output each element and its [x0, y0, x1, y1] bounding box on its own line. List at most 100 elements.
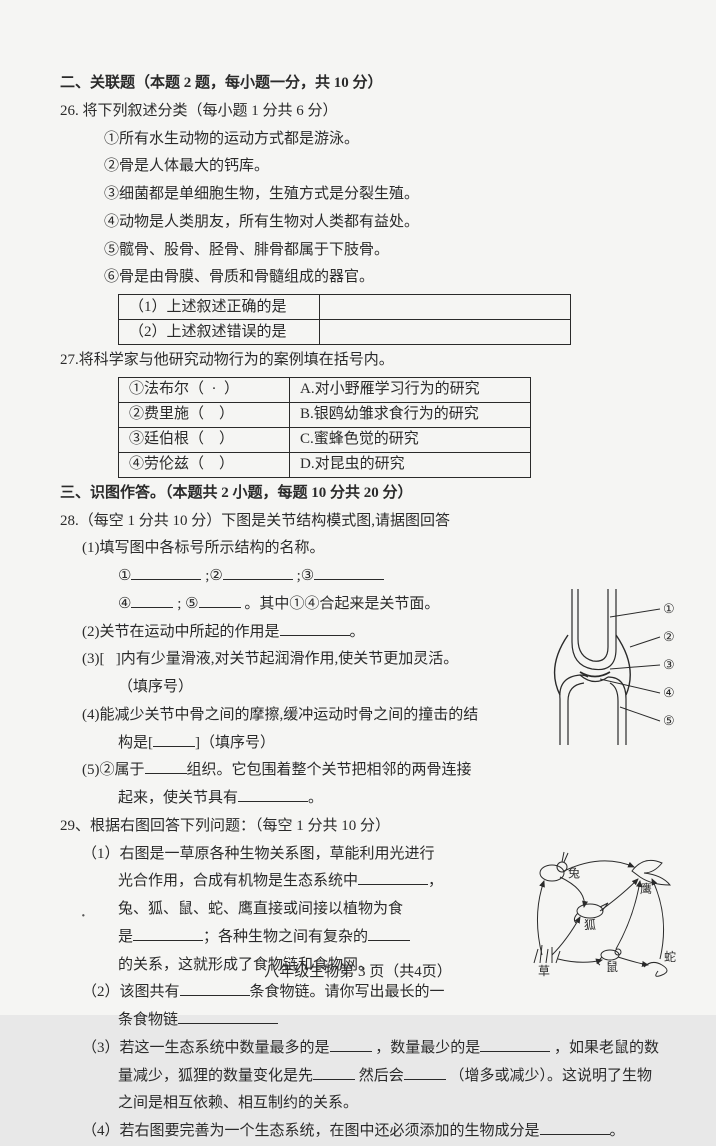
blank[interactable] — [131, 593, 173, 608]
text: ;② — [205, 568, 223, 584]
q28-p5b: 起来，使关节具有 。 — [60, 785, 524, 813]
text: 量减少，狐狸的数量变化是先 — [118, 1068, 313, 1084]
eco-label-fox: 狐 — [584, 918, 596, 932]
blank[interactable] — [314, 565, 384, 580]
blank[interactable] — [480, 1037, 550, 1052]
text: (5)②属于 — [82, 762, 145, 778]
exam-page: 二、关联题（本题 2 题，每小题一分，共 10 分） 26. 将下列叙述分类（每… — [0, 0, 716, 1015]
table-row: （2）上述叙述错误的是 — [119, 320, 571, 345]
q29-p1d: 是 ；各种生物之间有复杂的 — [60, 924, 510, 952]
q27-l0: ①法布尔（ · ） — [119, 377, 290, 402]
q27-title: 27.将科学家与他研究动物行为的案例填在括号内。 — [60, 347, 680, 375]
q26-row1-blank[interactable] — [320, 295, 571, 320]
blank[interactable] — [540, 1120, 610, 1135]
q29-title: 29、根据右图回答下列问题：（每空 1 分共 10 分） — [60, 813, 680, 841]
q27-r2: C.蜜蜂色觉的研究 — [290, 427, 531, 452]
blank[interactable] — [199, 593, 241, 608]
text: 。 — [350, 624, 365, 640]
text: (2)关节在运动中所起的作用是 — [82, 624, 280, 640]
q28-body-row: ④ ; ⑤ 。其中①④合起来是关节面。 (2)关节在运动中所起的作用是。 (3)… — [60, 591, 680, 813]
text: ④ — [118, 596, 131, 612]
text: 组织。它包围着整个关节把相邻的两骨连接 — [187, 762, 472, 778]
joint-label-4: ④ — [663, 685, 675, 700]
q28-text-block: ④ ; ⑤ 。其中①④合起来是关节面。 (2)关节在运动中所起的作用是。 (3)… — [60, 591, 530, 813]
table-row: ④劳伦兹（ ） D.对昆虫的研究 — [119, 452, 531, 477]
q28-p3b: （填序号） — [60, 674, 524, 702]
joint-label-2: ② — [663, 629, 675, 644]
table-row: ②费里施（ ） B.银鸥幼雏求食行为的研究 — [119, 402, 531, 427]
blank[interactable] — [313, 1064, 355, 1079]
q29-p3c: 之间是相互依赖、相互制约的关系。 — [60, 1090, 680, 1118]
blank[interactable] — [153, 731, 195, 746]
q28-p2: (2)关节在运动中所起的作用是 。 — [60, 619, 524, 647]
text: 。其中①④合起来是关节面。 — [244, 596, 439, 612]
q26-s5: ⑤髋骨、股骨、胫骨、腓骨都属于下肢骨。 — [60, 237, 680, 265]
blank[interactable] — [404, 1064, 446, 1079]
q28-title: 28.（每空 1 分共 10 分）下图是关节结构模式图,请据图回答 — [60, 508, 680, 536]
blank[interactable] — [330, 1037, 372, 1052]
joint-label-1: ① — [663, 601, 675, 616]
q29-body-row: （1）右图是一草原各种生物关系图，草能利用光进行 光合作用，合成有机物是生态系统… — [60, 841, 680, 1035]
text: 然后会 — [359, 1068, 404, 1084]
blank[interactable] — [358, 870, 428, 885]
text: ; ⑤ — [177, 596, 198, 612]
q29-p2b: 条食物链 — [60, 1007, 510, 1035]
text: ;③ — [297, 568, 315, 584]
q26-row2-label: （2）上述叙述错误的是 — [119, 320, 320, 345]
text: ；各种生物之间有复杂的 — [203, 929, 368, 945]
q28-p1c: ④ ; ⑤ 。其中①④合起来是关节面。 — [60, 591, 524, 619]
blank[interactable] — [238, 787, 308, 802]
q27-l3: ④劳伦兹（ ） — [119, 452, 290, 477]
blank[interactable] — [280, 620, 350, 635]
q26-s1: ①所有水生动物的运动方式都是游泳。 — [60, 126, 680, 154]
q29-p3b: 量减少，狐狸的数量变化是先 然后会 （增多或减少）。这说明了生物 — [60, 1063, 680, 1091]
joint-label-5: ⑤ — [663, 713, 675, 728]
eco-label-eagle: 鹰 — [640, 881, 652, 896]
text: 条食物链 — [118, 1012, 178, 1028]
q26-row1-label: （1）上述叙述正确的是 — [119, 295, 320, 320]
q26-s2: ②骨是人体最大的钙库。 — [60, 153, 680, 181]
blank[interactable] — [131, 565, 201, 580]
q29-p1a: （1）右图是一草原各种生物关系图，草能利用光进行 — [60, 841, 510, 869]
q28-p3a: (3)[ ]内有少量滑液,对关节起润滑作用,使关节更加灵活。 — [60, 646, 524, 674]
text: ① — [118, 568, 131, 584]
text: 起来，使关节具有 — [118, 790, 238, 806]
text: 。 — [610, 1123, 625, 1139]
text: 。 — [308, 790, 323, 806]
q29-p1c: 兔、狐、鼠、蛇、鹰直接或间接以植物为食 — [60, 896, 510, 924]
page-footer: 八年级生物第 3 页（共4页） — [0, 959, 716, 987]
table-row: （1）上述叙述正确的是 — [119, 295, 571, 320]
q27-l2: ③廷伯根（ ） — [119, 427, 290, 452]
section-2-heading: 二、关联题（本题 2 题，每小题一分，共 10 分） — [60, 70, 680, 98]
blank[interactable] — [178, 1009, 278, 1024]
q29-p4: （4）若右图要完善为一个生态系统，在图中还必须添加的生物成分是。 — [60, 1118, 680, 1146]
joint-label-3: ③ — [663, 657, 675, 672]
q28-p5a: (5)②属于 组织。它包围着整个关节把相邻的两骨连接 — [60, 757, 524, 785]
blank[interactable] — [368, 926, 410, 941]
q27-r1: B.银鸥幼雏求食行为的研究 — [290, 402, 531, 427]
q26-s4: ④动物是人类朋友，所有生物对人类都有益处。 — [60, 209, 680, 237]
q26-s6: ⑥骨是由骨膜、骨质和骨髓组成的器官。 — [60, 264, 680, 292]
blank[interactable] — [145, 759, 187, 774]
text: 是 — [118, 929, 133, 945]
q29-text-block: （1）右图是一草原各种生物关系图，草能利用光进行 光合作用，合成有机物是生态系统… — [60, 841, 512, 1035]
joint-diagram: ① ② ③ ④ ⑤ — [530, 587, 680, 747]
blank[interactable] — [223, 565, 293, 580]
q26-s3: ③细菌都是单细胞生物，生殖方式是分裂生殖。 — [60, 181, 680, 209]
q26-row2-blank[interactable] — [320, 320, 571, 345]
eco-label-rabbit: 兔 — [568, 865, 580, 880]
stray-dot: · — [80, 898, 87, 935]
text: ，数量最少的是 — [375, 1040, 480, 1056]
q27-l1: ②费里施（ ） — [119, 402, 290, 427]
q26-title: 26. 将下列叙述分类（每小题 1 分共 6 分） — [60, 98, 680, 126]
text: ，如果老鼠的数 — [554, 1040, 659, 1056]
blank[interactable] — [133, 926, 203, 941]
q27-r3: D.对昆虫的研究 — [290, 452, 531, 477]
q28-p4a: (4)能减少关节中骨之间的摩擦,缓冲运动时骨之间的撞击的结 — [60, 702, 524, 730]
text: ， — [428, 873, 443, 889]
text: ]（填序号） — [195, 735, 275, 751]
text: （3）若这一生态系统中数量最多的是 — [82, 1040, 330, 1056]
q28-p1: (1)填写图中各标号所示结构的名称。 — [60, 535, 680, 563]
q27-table: ①法布尔（ · ） A.对小野雁学习行为的研究 ②费里施（ ） B.银鸥幼雏求食… — [118, 377, 531, 478]
text: 构是[ — [118, 735, 153, 751]
